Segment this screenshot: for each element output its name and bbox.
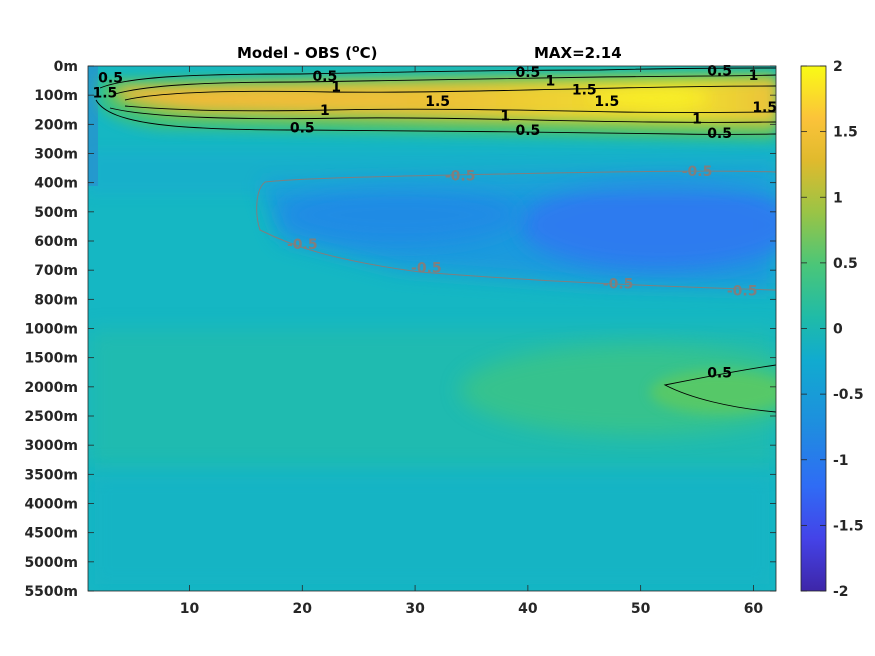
y-tick-label: 100m — [34, 88, 78, 104]
chart-title: Model - OBS (oC) — [237, 42, 377, 62]
y-tick-label: 0m — [54, 59, 78, 75]
colorbar-tick-label: -0.5 — [833, 387, 864, 403]
colorbar-tick-label: 0.5 — [833, 256, 858, 272]
contour-label: 1 — [320, 103, 330, 119]
y-tick-label: 3500m — [24, 467, 78, 483]
y-axis: 0m 100m 200m 300m 400m 500m 600m 700m 800m 1000m 1… — [24, 59, 776, 600]
x-tick-label: 10 — [180, 601, 200, 617]
contour-label: 0.5 — [707, 365, 732, 381]
x-tick-label: 40 — [518, 601, 538, 617]
colorbar-tick-label: 0 — [833, 322, 843, 338]
contour-label: 1.5 — [752, 100, 777, 116]
y-tick-label: 2500m — [24, 409, 78, 425]
contour-label: 1 — [749, 68, 759, 84]
x-tick-label: 20 — [293, 601, 313, 617]
y-tick-label: 2000m — [24, 380, 78, 396]
contour-label: 0.5 — [707, 63, 732, 79]
colorbar-tick-label: -1 — [833, 453, 849, 469]
contour-label: -0.5 — [445, 168, 476, 184]
y-tick-label: 300m — [34, 147, 78, 163]
y-tick-label: 3000m — [24, 438, 78, 454]
contour-label: -0.5 — [287, 237, 318, 253]
contour-label: 1 — [692, 112, 702, 128]
colorbar-tick-label: -2 — [833, 584, 849, 600]
contour-label: -0.5 — [682, 164, 713, 180]
colorbar-tick-label: 2 — [833, 59, 843, 75]
contour-label: -0.5 — [727, 284, 758, 300]
contour-label: 1 — [500, 109, 510, 125]
y-tick-label: 4500m — [24, 526, 78, 542]
contour-label: 1 — [331, 79, 341, 95]
contour-label: 0.5 — [515, 123, 540, 139]
y-tick-label: 200m — [34, 117, 78, 133]
contour-label: -0.5 — [603, 276, 634, 292]
contour-label: 1.5 — [93, 85, 118, 101]
heatmap-field — [88, 66, 776, 591]
x-axis: 10 20 30 40 50 60 — [180, 66, 764, 617]
y-tick-label: 5000m — [24, 555, 78, 571]
y-tick-label: 500m — [34, 205, 78, 221]
y-tick-label: 400m — [34, 176, 78, 192]
colorbar-tick-label: 1.5 — [833, 125, 858, 141]
contour-label: 0.5 — [98, 71, 123, 87]
contour-label: 0.5 — [290, 120, 315, 136]
x-tick-label: 60 — [744, 601, 764, 617]
contour-label: 1.5 — [425, 94, 450, 110]
x-tick-label: 50 — [631, 601, 651, 617]
contour-label: 0.5 — [707, 126, 732, 142]
x-tick-label: 30 — [405, 601, 425, 617]
y-tick-label: 1000m — [24, 322, 78, 338]
y-tick-label: 600m — [34, 234, 78, 250]
contour-label: 1 — [546, 74, 556, 90]
y-tick-label: 1500m — [24, 351, 78, 367]
contour-label: -0.5 — [411, 260, 442, 276]
contour-label: 1.5 — [594, 94, 619, 110]
contour-label: 0.5 — [515, 65, 540, 81]
colorbar-tick-label: 1 — [833, 190, 843, 206]
colorbar-axis: 2 1.5 1 0.5 0 -0.5 -1 -1.5 -2 — [801, 59, 864, 600]
y-tick-label: 700m — [34, 263, 78, 279]
y-tick-label: 800m — [34, 292, 78, 308]
colorbar-tick-label: -1.5 — [833, 518, 864, 534]
y-tick-label: 4000m — [24, 497, 78, 513]
contour-label: 1.5 — [572, 82, 597, 98]
y-tick-label: 5500m — [24, 584, 78, 600]
chart-max-label: MAX=2.14 — [534, 44, 622, 62]
contour-label: 0.5 — [312, 69, 337, 85]
